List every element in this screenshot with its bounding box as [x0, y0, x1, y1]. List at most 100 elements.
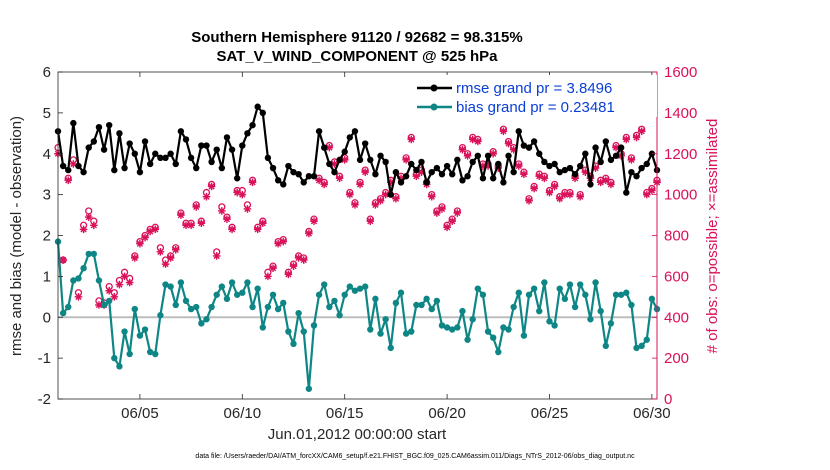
bias-point [213, 291, 220, 298]
rmse-point [392, 168, 400, 176]
bias-point [65, 303, 72, 311]
bias-point [75, 275, 82, 282]
y-right-tick-label: 1600 [664, 64, 697, 81]
rmse-point [525, 144, 533, 151]
obs-assimilated-point [530, 184, 538, 193]
obs-assimilated-point [335, 174, 344, 183]
obs-assimilated-point [366, 217, 375, 225]
plot-background [58, 72, 657, 399]
obs-assimilated-point [632, 133, 641, 142]
rmse-point [290, 168, 297, 176]
obs-assimilated-point [207, 182, 216, 191]
rmse-point [382, 158, 389, 166]
rmse-point [239, 142, 246, 149]
obs-assimilated-point [141, 233, 149, 242]
bias-point [208, 303, 215, 311]
obs-assimilated-point [305, 229, 313, 238]
x-tick-label: 06/10 [224, 405, 262, 422]
obs-assimilated-point [376, 196, 385, 205]
obs-assimilated-point [637, 127, 646, 136]
rmse-point [136, 168, 144, 176]
obs-assimilated-point [258, 219, 267, 228]
rmse-point [561, 166, 569, 174]
obs-assimilated-point [310, 217, 318, 225]
bias-point [443, 324, 451, 331]
legend-box [410, 75, 657, 117]
obs-assimilated-point [504, 139, 513, 148]
bias-point [592, 279, 599, 286]
bias-point [464, 336, 471, 343]
obs-assimilated-point [479, 162, 487, 170]
rmse-point [126, 140, 133, 147]
y-right-tick-label: 200 [664, 350, 689, 367]
bias-point [428, 305, 435, 313]
obs-assimilated-point [612, 143, 620, 152]
rmse-point [244, 130, 251, 137]
obs-assimilated-point [351, 201, 359, 209]
rmse-point [372, 170, 379, 178]
rmse-point [172, 160, 179, 168]
obs-assimilated-point [325, 143, 334, 152]
obs-assimilated-point [474, 137, 482, 146]
y-axis-left-label: rmse and bias (model - observation) [8, 116, 25, 356]
obs-assimilated-point [412, 172, 421, 181]
bias-point [546, 318, 553, 325]
bias-point [259, 324, 266, 331]
rmse-point [121, 164, 128, 172]
bias-point [351, 287, 359, 294]
bias-point [556, 285, 563, 292]
bias-point [254, 285, 261, 292]
chart-subtitle: SAT_V_WIND_COMPONENT @ 525 hPa [216, 48, 498, 65]
rmse-point [571, 170, 579, 178]
obs-assimilated-point [550, 182, 559, 191]
rmse-point [469, 158, 476, 166]
obs-assimilated-point [581, 168, 590, 176]
bias-point [198, 320, 205, 327]
bias-point [587, 316, 594, 323]
obs-assimilated-point [125, 278, 134, 287]
obs-assimilated-point [520, 170, 528, 178]
rmse-point [280, 181, 287, 188]
bias-point [423, 295, 430, 303]
rmse-point [505, 152, 512, 159]
bias-point [612, 291, 620, 298]
bias-point [474, 285, 482, 292]
y-right-tick-label: 1400 [664, 105, 697, 122]
bias-point [218, 283, 226, 290]
obs-assimilated-point [264, 272, 272, 281]
bias-point [105, 297, 113, 305]
rmse-point [454, 156, 461, 164]
rmse-point [70, 119, 77, 127]
rmse-point [515, 128, 522, 135]
rmse-line [56, 105, 659, 196]
obs-assimilated-point [648, 186, 656, 195]
rmse-point [141, 138, 149, 145]
rmse-point [582, 150, 589, 157]
obs-assimilated-point [233, 188, 241, 197]
rmse-point [95, 123, 103, 131]
rmse-point [59, 162, 67, 170]
obs-assimilated-point [79, 225, 88, 234]
bias-point [131, 305, 138, 313]
rmse-point [259, 109, 266, 117]
y-left-tick-label: 5 [43, 105, 51, 122]
rmse-point [264, 154, 272, 162]
rmse-point [587, 181, 594, 188]
bias-series [54, 238, 661, 392]
bias-point [495, 348, 502, 356]
rmse-point [182, 136, 190, 143]
obs-assimilated-point [453, 209, 462, 217]
rmse-point [295, 170, 302, 178]
bias-point [172, 301, 179, 309]
bias-point [628, 301, 635, 309]
obs-assimilated-point [156, 248, 165, 256]
bias-point [280, 299, 287, 307]
obs-assimilated-point [407, 135, 416, 144]
obs-assimilated-point [84, 213, 93, 221]
y-left-tick-label: 0 [43, 309, 51, 326]
y-right-tick-label: 1000 [664, 187, 697, 204]
obs-assimilated-point [146, 227, 154, 236]
bias-point [433, 297, 441, 305]
rmse-point [459, 177, 466, 184]
bias-point [577, 281, 584, 288]
